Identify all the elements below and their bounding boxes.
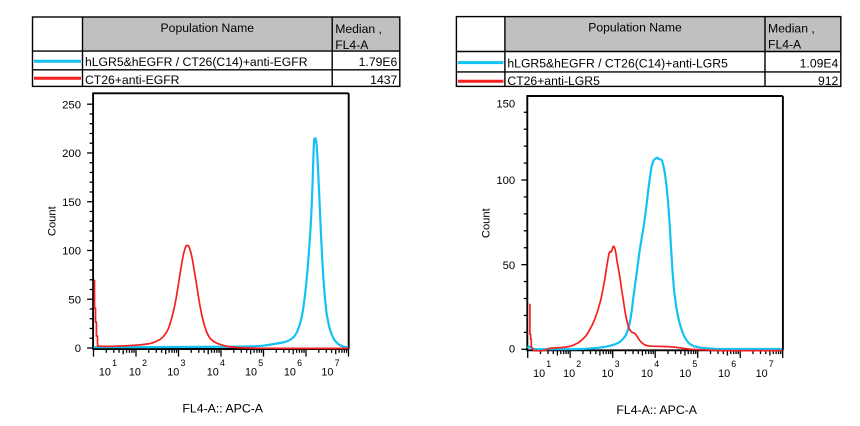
svg-text:1437: 1437 [370, 73, 397, 87]
svg-text:200: 200 [62, 148, 81, 160]
svg-text:0: 0 [509, 344, 515, 356]
svg-text:50: 50 [503, 260, 516, 272]
svg-text:3: 3 [181, 358, 186, 368]
svg-text:FL4-A:: APC-A: FL4-A:: APC-A [616, 403, 697, 417]
svg-text:10: 10 [601, 368, 613, 380]
svg-text:1: 1 [112, 358, 117, 368]
svg-text:50: 50 [68, 294, 81, 306]
svg-text:250: 250 [62, 99, 81, 111]
svg-text:CT26+anti-EGFR: CT26+anti-EGFR [85, 73, 180, 87]
svg-text:7: 7 [335, 358, 340, 368]
svg-text:Count: Count [47, 205, 59, 236]
svg-text:FL4-A: FL4-A [768, 38, 802, 52]
svg-text:4: 4 [220, 358, 225, 368]
svg-text:5: 5 [692, 359, 697, 369]
svg-text:Median ,: Median , [768, 22, 815, 36]
svg-text:1: 1 [546, 359, 551, 369]
svg-text:6: 6 [297, 358, 302, 368]
svg-text:10: 10 [533, 368, 545, 380]
svg-text:7: 7 [769, 359, 774, 369]
svg-text:10: 10 [679, 368, 691, 380]
svg-text:10: 10 [718, 368, 730, 380]
svg-text:10: 10 [129, 367, 141, 379]
svg-text:10: 10 [756, 368, 768, 380]
svg-text:0: 0 [75, 343, 81, 355]
svg-text:150: 150 [496, 99, 515, 111]
svg-text:FL4-A: FL4-A [335, 38, 369, 52]
svg-text:3: 3 [615, 359, 620, 369]
svg-text:Population Name: Population Name [588, 21, 682, 35]
svg-text:912: 912 [818, 74, 839, 88]
svg-text:2: 2 [142, 358, 147, 368]
svg-text:hLGR5&hEGFR / CT26(C14)+anti-L: hLGR5&hEGFR / CT26(C14)+anti-LGR5 [507, 56, 728, 70]
svg-text:5: 5 [258, 358, 263, 368]
svg-text:100: 100 [62, 246, 81, 258]
svg-text:10: 10 [99, 367, 111, 379]
svg-text:10: 10 [245, 367, 257, 379]
svg-text:10: 10 [641, 368, 653, 380]
svg-text:100: 100 [496, 175, 515, 187]
svg-text:1.09E4: 1.09E4 [800, 56, 839, 70]
svg-text:10: 10 [167, 367, 179, 379]
svg-text:hLGR5&hEGFR / CT26(C14)+anti-E: hLGR5&hEGFR / CT26(C14)+anti-EGFR [85, 55, 308, 69]
svg-text:Count: Count [481, 207, 493, 238]
svg-text:FL4-A:: APC-A: FL4-A:: APC-A [182, 402, 263, 416]
svg-text:2: 2 [576, 359, 581, 369]
svg-text:10: 10 [563, 368, 575, 380]
svg-text:CT26+anti-LGR5: CT26+anti-LGR5 [507, 74, 600, 88]
svg-text:6: 6 [731, 359, 736, 369]
svg-text:1.79E6: 1.79E6 [359, 55, 398, 69]
svg-text:10: 10 [284, 367, 296, 379]
svg-text:150: 150 [62, 197, 81, 209]
svg-text:10: 10 [321, 367, 333, 379]
svg-text:Population Name: Population Name [161, 21, 255, 35]
svg-text:10: 10 [207, 367, 219, 379]
svg-text:4: 4 [654, 359, 659, 369]
svg-text:Median ,: Median , [335, 22, 382, 36]
